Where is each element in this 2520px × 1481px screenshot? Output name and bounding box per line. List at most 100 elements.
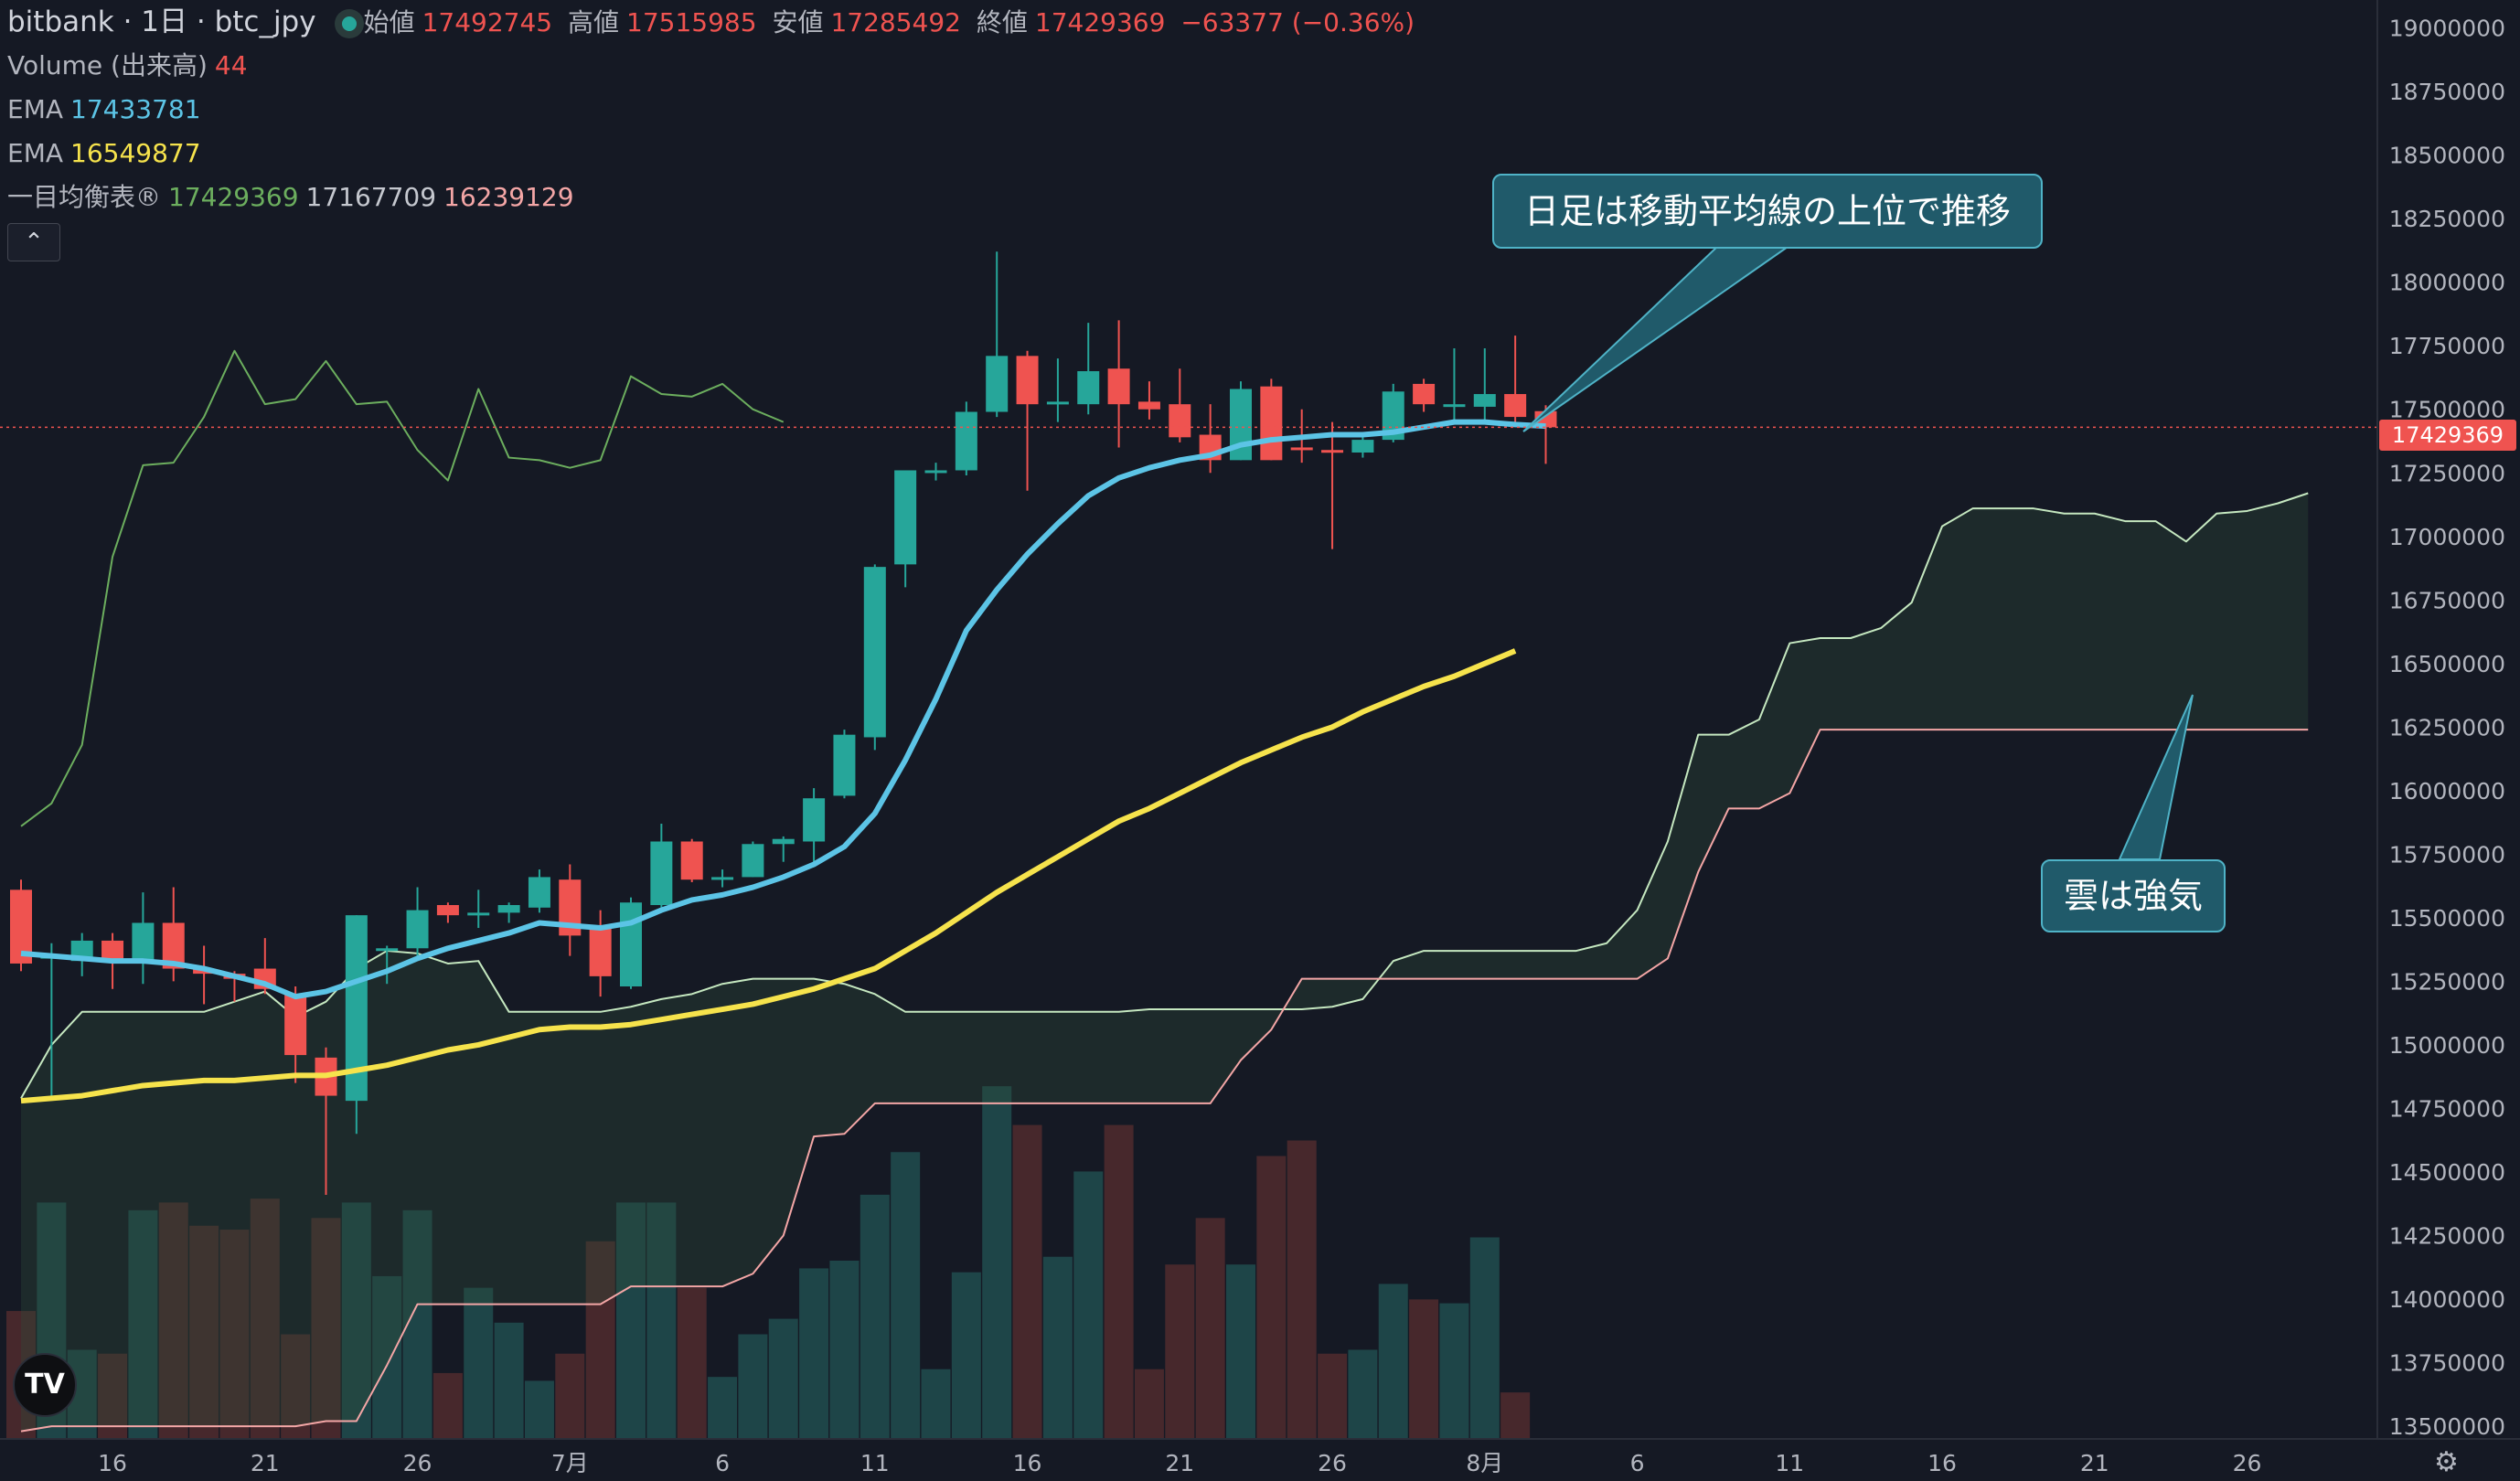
volume-bar: [281, 1334, 311, 1439]
volume-bar: [128, 1209, 158, 1439]
volume-bar: [372, 1275, 402, 1439]
volume-bar: [982, 1086, 1012, 1439]
volume-bar: [1409, 1299, 1439, 1439]
ichimoku-label: 一目均衡表®: [7, 182, 162, 212]
volume-bar: [1256, 1156, 1287, 1439]
time-axis-label: 11: [860, 1450, 890, 1476]
candle-body: [863, 567, 886, 738]
ema-slow-label: EMA: [7, 138, 64, 168]
volume-bar: [1318, 1353, 1348, 1439]
candle-body: [497, 905, 520, 913]
time-axis-label: 8月: [1466, 1450, 1503, 1476]
volume-bar: [951, 1272, 981, 1439]
candle-body: [1107, 368, 1130, 405]
price-axis-label: 13500000: [2389, 1413, 2505, 1440]
callout-top: 日足は移動平均線の上位で推移: [1492, 174, 2043, 249]
candle-body: [924, 470, 947, 474]
price-axis-label: 17500000: [2389, 397, 2505, 423]
price-axis-label: 16000000: [2389, 778, 2505, 804]
time-axis-label: 26: [1318, 1450, 1347, 1476]
volume-bar: [616, 1202, 646, 1439]
time-axis-label: 11: [1775, 1450, 1804, 1476]
volume-bar: [585, 1241, 615, 1439]
volume-bar: [1439, 1303, 1469, 1439]
candle-body: [376, 948, 399, 952]
volume-bar: [1104, 1124, 1134, 1439]
candle-body: [1046, 401, 1069, 405]
candle-body: [1290, 447, 1313, 451]
volume-bar: [1348, 1349, 1378, 1439]
gear-icon[interactable]: ⚙: [2434, 1446, 2459, 1478]
candle-body: [1137, 401, 1160, 410]
callout-bottom: 雲は強気: [2041, 859, 2226, 932]
ema-fast-row[interactable]: EMA 17433781: [7, 88, 1422, 132]
change-value: −63377 (−0.36%): [1180, 7, 1415, 37]
candle-body: [132, 922, 155, 964]
ema-fast-line: [20, 419, 1546, 1000]
ichimoku-row[interactable]: 一目均衡表® 17429369 17167709 16239129: [7, 176, 1422, 219]
volume-value: 44: [214, 50, 248, 80]
volume-row[interactable]: Volume (出来高) 44: [7, 44, 1422, 88]
candle-body: [284, 994, 307, 1056]
volume-bar: [158, 1202, 188, 1439]
time-axis-label: 21: [1165, 1450, 1194, 1476]
header-row: bitbank · 1日 · btc_jpy 始値 17492745 高値 17515…: [7, 0, 1422, 44]
volume-bar: [494, 1322, 524, 1439]
tradingview-logo-icon[interactable]: TV: [13, 1353, 77, 1417]
price-axis-label: 13750000: [2389, 1350, 2505, 1377]
volume-bar: [1012, 1124, 1042, 1439]
volume-bar: [219, 1230, 250, 1439]
volume-bar: [646, 1202, 677, 1439]
candle-body: [1077, 371, 1100, 405]
last-price-tag: 17429369: [2379, 420, 2516, 451]
volume-bar: [768, 1318, 798, 1439]
ema-slow-row[interactable]: EMA 16549877: [7, 132, 1422, 176]
volume-bar: [464, 1287, 494, 1439]
price-axis-label: 18250000: [2389, 206, 2505, 232]
volume-bar: [98, 1353, 128, 1439]
time-axis-label: 7月: [551, 1450, 589, 1476]
candle-body: [833, 734, 856, 796]
ema-fast-label: EMA: [7, 94, 64, 124]
candle-body: [742, 844, 764, 878]
candle-body: [772, 838, 795, 845]
symbol-title[interactable]: bitbank · 1日 · btc_jpy: [7, 5, 316, 38]
volume-bar: [432, 1372, 463, 1439]
price-axis-label: 18000000: [2389, 270, 2505, 296]
price-axis-label: 14500000: [2389, 1159, 2505, 1186]
candle-body: [1504, 394, 1527, 418]
ema-fast-value: 17433781: [70, 94, 201, 124]
high-label: 高値: [568, 7, 620, 37]
close-label: 終値: [976, 7, 1028, 37]
volume-bar: [1226, 1264, 1255, 1439]
candle-body: [1016, 356, 1039, 405]
volume-bar: [1042, 1256, 1073, 1439]
volume-bar: [1287, 1140, 1317, 1439]
chikou-span-line: [20, 349, 785, 827]
candle-body: [1351, 440, 1374, 453]
collapse-legend-button[interactable]: ⌃: [7, 223, 60, 261]
ichimoku-value-1: 17429369: [168, 182, 299, 212]
price-axis-label: 16250000: [2389, 714, 2505, 740]
volume-bar: [799, 1268, 829, 1439]
candle-body: [467, 912, 490, 916]
candle-body: [1321, 450, 1344, 453]
high-value: 17515985: [626, 7, 757, 37]
price-axis-label: 16750000: [2389, 587, 2505, 613]
volume-bar: [189, 1225, 219, 1439]
volume-bar: [891, 1152, 921, 1439]
ema-slow-line: [20, 648, 1517, 1104]
ichimoku-value-3: 16239129: [443, 182, 574, 212]
volume-bar: [250, 1199, 280, 1439]
volume-bar: [1165, 1264, 1195, 1439]
time-axis-label: 21: [251, 1450, 280, 1476]
time-axis-label: 26: [403, 1450, 432, 1476]
volume-bar: [311, 1218, 341, 1439]
volume-bar: [677, 1287, 707, 1439]
candle-body: [528, 877, 550, 908]
senkou-span-b-line: [20, 729, 2309, 1433]
volume-bar: [1073, 1171, 1104, 1439]
time-axis-label: 16: [1927, 1450, 1957, 1476]
candle-body: [803, 798, 826, 842]
